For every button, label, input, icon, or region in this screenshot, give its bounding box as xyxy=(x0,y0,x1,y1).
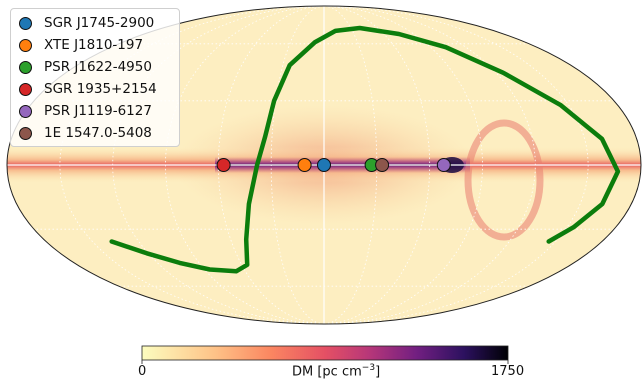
colorbar-label-main: DM [pc cm xyxy=(292,364,362,380)
marker-xte-j1810-197 xyxy=(297,158,312,172)
marker-1e-1547-0-5408 xyxy=(375,158,390,172)
legend-item: SGR 1935+2154 xyxy=(17,78,173,100)
legend-marker-icon xyxy=(19,38,32,52)
legend-item: PSR J1119-6127 xyxy=(17,100,173,122)
legend-marker-icon xyxy=(19,60,32,74)
colorbar-label: DM [pc cm−3] xyxy=(292,363,380,379)
legend-label: XTE J1810-197 xyxy=(44,37,144,53)
legend-marker-icon xyxy=(19,82,32,96)
colorbar-max-label: 1750 xyxy=(491,364,525,379)
legend: SGR J1745-2900 XTE J1810-197 PSR J1622-495… xyxy=(10,8,180,147)
legend-marker-icon xyxy=(19,16,32,30)
green-curve xyxy=(109,25,621,274)
legend-label: PSR J1622-4950 xyxy=(44,59,152,75)
legend-marker-icon xyxy=(19,104,32,118)
legend-item: XTE J1810-197 xyxy=(17,34,173,56)
graticule xyxy=(7,6,641,324)
colorbar-min-label: 0 xyxy=(138,364,147,379)
legend-label: SGR J1745-2900 xyxy=(44,15,155,31)
legend-label: PSR J1119-6127 xyxy=(44,103,152,119)
gum-nebula-shell xyxy=(464,119,544,241)
colorbar xyxy=(141,345,509,361)
legend-label: SGR 1935+2154 xyxy=(44,81,157,97)
marker-sgr-1935-2154 xyxy=(216,158,231,172)
colorbar-label-end: ] xyxy=(375,364,381,380)
legend-item: PSR J1622-4950 xyxy=(17,56,173,78)
legend-label: 1E 1547.0-5408 xyxy=(44,125,152,141)
sky-boundary xyxy=(6,5,642,325)
source-markers xyxy=(216,158,451,172)
legend-marker-icon xyxy=(19,126,32,140)
colorbar-label-sup: −3 xyxy=(361,363,376,373)
marker-psr-j1119-6127 xyxy=(436,158,451,172)
marker-sgr-j1745-2900 xyxy=(317,158,331,172)
legend-item: SGR J1745-2900 xyxy=(17,12,173,34)
legend-item: 1E 1547.0-5408 xyxy=(17,122,173,144)
